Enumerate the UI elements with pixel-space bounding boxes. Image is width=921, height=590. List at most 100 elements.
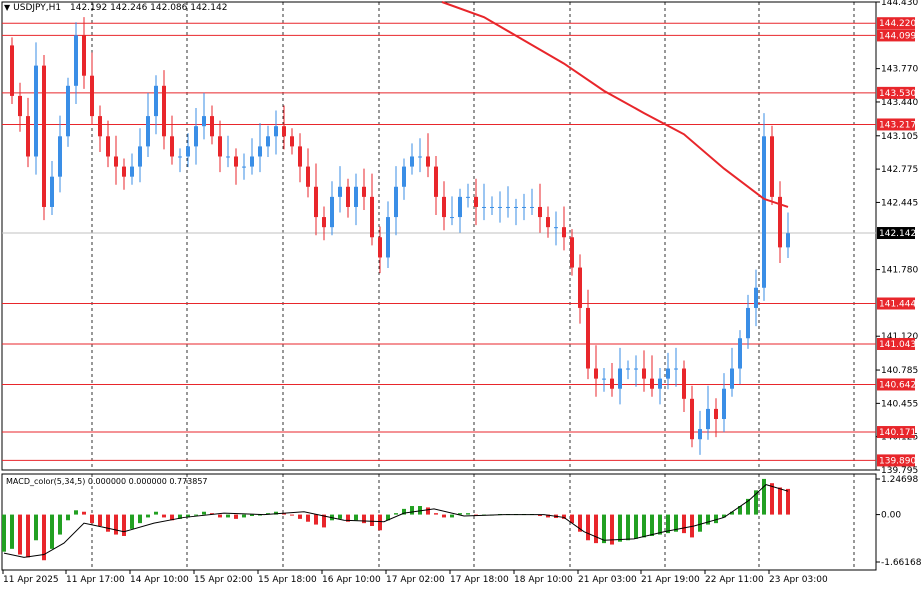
- macd-bar: [738, 506, 742, 515]
- level-price-tag: [877, 378, 915, 391]
- macd-bar: [394, 513, 398, 515]
- candle-body: [674, 368, 678, 370]
- candle-body: [178, 156, 182, 158]
- candle-body: [250, 156, 254, 167]
- y-tick-label: 143.770: [881, 65, 918, 75]
- macd-bar: [34, 514, 38, 541]
- candle-body: [538, 206, 542, 218]
- level-price-label: 141.444: [879, 299, 916, 309]
- candle-body: [658, 378, 662, 389]
- macd-bar: [706, 514, 710, 525]
- macd-bar: [322, 514, 326, 528]
- macd-bar: [586, 514, 590, 541]
- macd-bar: [642, 514, 646, 538]
- level-price-tag: [877, 426, 915, 439]
- macd-bar: [578, 514, 582, 532]
- candle-body: [274, 126, 278, 137]
- macd-y-tick-label: -1.661687: [881, 558, 921, 568]
- candle-body: [458, 196, 462, 218]
- x-tick-label: 11 Apr 2025: [3, 575, 59, 585]
- macd-bar: [714, 514, 718, 524]
- macd-bar: [226, 514, 230, 518]
- macd-bar: [242, 514, 246, 518]
- macd-bar: [42, 514, 46, 561]
- x-tick-label: 21 Apr 19:00: [641, 575, 700, 585]
- macd-bar: [730, 511, 734, 515]
- candle-body: [106, 136, 110, 157]
- macd-bar: [618, 514, 622, 542]
- level-price-label: 144.099: [879, 31, 916, 41]
- macd-bar: [146, 514, 150, 518]
- candle-body: [34, 65, 38, 157]
- level-price-label: 143.217: [879, 120, 916, 130]
- candle-body: [282, 126, 286, 137]
- macd-bar: [74, 510, 78, 515]
- candle-body: [634, 368, 638, 370]
- candle-body: [714, 408, 718, 420]
- macd-y-tick-label: 1.24698: [881, 475, 918, 485]
- candle-body: [730, 368, 734, 389]
- macd-bar: [682, 514, 686, 534]
- level-price-tag: [877, 297, 915, 310]
- level-price-tag: [877, 454, 915, 467]
- macd-bar: [154, 511, 158, 515]
- macd-bar: [82, 511, 86, 515]
- macd-bar: [722, 514, 726, 518]
- candle-body: [466, 196, 470, 198]
- x-tick-label: 14 Apr 10:00: [130, 575, 189, 585]
- macd-bar: [754, 490, 758, 515]
- candle-body: [618, 368, 622, 389]
- y-tick-label: 144.430: [881, 0, 918, 8]
- y-tick-label: 143.440: [881, 98, 918, 108]
- candle-body: [130, 166, 134, 177]
- caret-down-icon[interactable]: ▼: [4, 3, 11, 12]
- macd-bar: [186, 514, 190, 518]
- candle-body: [42, 65, 46, 207]
- candle-body: [338, 186, 342, 197]
- candle-body: [58, 136, 62, 177]
- candle-body: [626, 368, 630, 370]
- candle-body: [290, 136, 294, 147]
- moving-average-line: [441, 1, 789, 208]
- macd-bar: [346, 514, 350, 522]
- macd-bar: [202, 511, 206, 515]
- macd-bar: [114, 514, 118, 535]
- macd-bar: [370, 514, 374, 526]
- macd-bar: [546, 514, 550, 518]
- macd-bar: [426, 507, 430, 515]
- candle-body: [386, 217, 390, 258]
- x-tick-label: 21 Apr 03:00: [578, 575, 637, 585]
- level-price-tag: [877, 337, 915, 350]
- candle-body: [82, 35, 86, 76]
- macd-bar: [2, 514, 6, 552]
- candle-body: [522, 206, 526, 208]
- level-price-label: 140.642: [879, 380, 916, 390]
- candle-body: [26, 116, 30, 157]
- candle-body: [426, 156, 430, 167]
- candle-body: [562, 227, 566, 238]
- macd-bar: [698, 514, 702, 532]
- candle-body: [122, 166, 126, 177]
- macd-bar: [610, 514, 614, 545]
- y-tick-label: 141.780: [881, 266, 918, 276]
- candle-body: [554, 227, 558, 229]
- candle-body: [682, 368, 686, 399]
- candle-body: [266, 136, 270, 147]
- macd-bar: [594, 514, 598, 544]
- macd-bar: [178, 514, 182, 519]
- candle-body: [354, 186, 358, 207]
- candle-body: [746, 307, 750, 339]
- macd-bar: [778, 487, 782, 515]
- candle-body: [450, 217, 454, 219]
- macd-bar: [290, 514, 294, 516]
- candle-body: [298, 146, 302, 167]
- candle-body: [74, 35, 78, 86]
- macd-bar: [770, 483, 774, 515]
- macd-bar: [626, 514, 630, 541]
- candle-body: [530, 206, 534, 208]
- macd-bar: [338, 514, 342, 519]
- candle-body: [202, 116, 206, 127]
- macd-header: MACD_color(5,34,5) 0.000000 0.000000 0.7…: [6, 477, 208, 486]
- macd-bar: [362, 514, 366, 524]
